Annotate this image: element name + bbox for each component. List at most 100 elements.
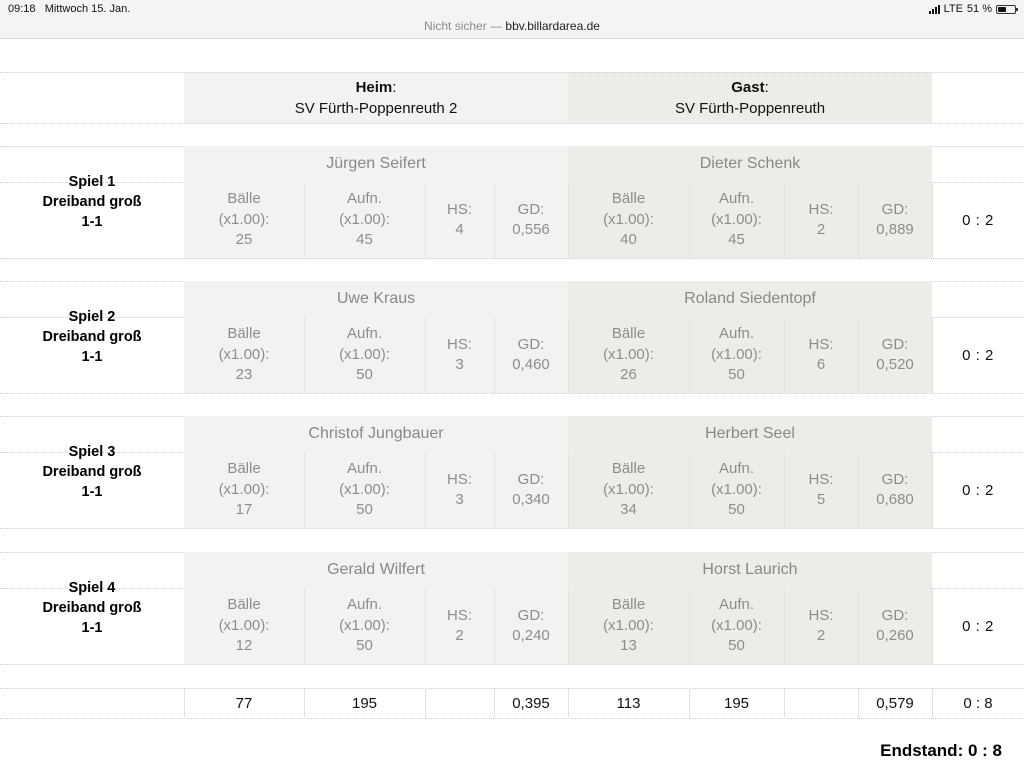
- innings-factor: (x1.00):: [711, 480, 762, 498]
- column-divider: [689, 317, 690, 393]
- url-bar[interactable]: Nicht sicher — bbv.billardarea.de: [0, 18, 1024, 39]
- home-general-average: GD: 0,460: [494, 317, 568, 393]
- innings-header: Aufn.: [346, 460, 382, 478]
- guest-high-series: HS: 2: [784, 182, 858, 258]
- guest-player-name: Roland Siedentopf: [568, 281, 932, 317]
- gd-header: GD:: [517, 335, 545, 353]
- guest-general-average: GD: 0,680: [858, 452, 932, 528]
- score-value: 0 : 2: [962, 617, 994, 635]
- column-divider: [425, 588, 426, 664]
- innings-factor: (x1.00):: [339, 210, 390, 228]
- column-divider: [184, 688, 185, 718]
- innings-header: Aufn.: [346, 325, 382, 343]
- guest-innings: Aufn. (x1.00): 50: [689, 588, 784, 664]
- game-title: Spiel 3: [68, 444, 116, 460]
- innings-header: Aufn.: [718, 190, 754, 208]
- total-home-innings: 195: [304, 688, 425, 718]
- column-divider: [858, 182, 859, 258]
- row-divider: [0, 123, 1024, 124]
- status-right: LTE 51 %: [928, 3, 1018, 15]
- balls-header: Bälle: [611, 325, 646, 343]
- game-label: Spiel 2 Dreiband groß 1-1: [0, 281, 184, 393]
- url-host: bbv.billardarea.de: [505, 19, 600, 33]
- player-name: Jürgen Seifert: [326, 155, 426, 172]
- innings-value: 50: [728, 637, 745, 655]
- column-divider: [425, 688, 426, 718]
- total-guest-balls: 113: [568, 688, 689, 718]
- column-divider: [425, 452, 426, 528]
- score-value: 0 : 2: [962, 346, 994, 364]
- column-divider: [494, 452, 495, 528]
- home-player-name: Jürgen Seifert: [184, 146, 568, 182]
- column-divider: [784, 452, 785, 528]
- column-divider: [304, 588, 305, 664]
- final-label: Endstand:: [880, 741, 964, 760]
- column-divider: [425, 182, 426, 258]
- balls-value: 26: [620, 366, 637, 384]
- home-high-series: HS: 4: [425, 182, 494, 258]
- final-score: 0 : 8: [967, 741, 1002, 760]
- column-divider: [568, 688, 569, 718]
- innings-value: 50: [356, 366, 373, 384]
- column-divider: [494, 588, 495, 664]
- guest-innings: Aufn. (x1.00): 50: [689, 452, 784, 528]
- column-divider: [858, 588, 859, 664]
- home-high-series: HS: 3: [425, 452, 494, 528]
- innings-factor: (x1.00):: [711, 345, 762, 363]
- innings-header: Aufn.: [346, 190, 382, 208]
- balls-header: Bälle: [611, 596, 646, 614]
- total-value: 0,395: [512, 694, 550, 712]
- guest-label: Gast: [731, 78, 765, 96]
- column-divider: [304, 688, 305, 718]
- guest-high-series: HS: 2: [784, 588, 858, 664]
- guest-innings: Aufn. (x1.00): 50: [689, 317, 784, 393]
- hs-value: 3: [455, 491, 464, 508]
- home-innings: Aufn. (x1.00): 45: [304, 182, 425, 258]
- guest-team-name: SV Fürth-Poppenreuth: [674, 99, 826, 117]
- innings-factor: (x1.00):: [711, 616, 762, 634]
- game-result-line: 1-1: [81, 349, 103, 365]
- hs-header: HS:: [446, 606, 472, 624]
- innings-header: Aufn.: [718, 325, 754, 343]
- guest-team-header: Gast: SV Fürth-Poppenreuth: [568, 72, 932, 123]
- score-value: 0 : 2: [962, 481, 994, 499]
- player-name: Dieter Schenk: [699, 155, 801, 172]
- innings-value: 50: [728, 501, 745, 519]
- status-date: Mittwoch 15. Jan.: [44, 3, 131, 15]
- game-discipline: Dreiband groß: [42, 464, 142, 480]
- column-divider: [784, 688, 785, 718]
- gd-header: GD:: [881, 200, 909, 218]
- innings-factor: (x1.00):: [339, 345, 390, 363]
- column-divider: [858, 452, 859, 528]
- gd-header: GD:: [881, 335, 909, 353]
- game-result-line: 1-1: [81, 484, 103, 500]
- network-label: LTE: [943, 3, 963, 15]
- player-name: Uwe Kraus: [336, 290, 416, 307]
- balls-factor: (x1.00):: [603, 616, 654, 634]
- player-name: Gerald Wilfert: [327, 561, 425, 578]
- row-divider: [0, 528, 1024, 529]
- signal-icon: [928, 4, 940, 14]
- game-title: Spiel 2: [68, 309, 116, 325]
- row-divider: [0, 688, 1024, 689]
- balls-header: Bälle: [227, 325, 261, 343]
- hs-header: HS:: [808, 470, 834, 488]
- row-divider: [0, 258, 1024, 259]
- total-home-gd: 0,395: [494, 688, 568, 718]
- guest-player-name: Horst Laurich: [568, 552, 932, 588]
- gd-value: 0,680: [876, 491, 914, 508]
- guest-general-average: GD: 0,260: [858, 588, 932, 664]
- column-divider: [689, 688, 690, 718]
- game-title: Spiel 4: [68, 580, 116, 596]
- hs-header: HS:: [446, 335, 472, 353]
- column-divider: [494, 688, 495, 718]
- total-guest-innings: 195: [689, 688, 784, 718]
- column-divider: [304, 317, 305, 393]
- guest-player-name: Herbert Seel: [568, 416, 932, 452]
- innings-value: 45: [728, 231, 745, 249]
- innings-factor: (x1.00):: [711, 210, 762, 228]
- guest-balls: Bälle (x1.00): 40: [568, 182, 689, 258]
- balls-value: 25: [235, 231, 253, 249]
- hs-value: 2: [455, 627, 464, 644]
- home-label: Heim: [355, 78, 393, 96]
